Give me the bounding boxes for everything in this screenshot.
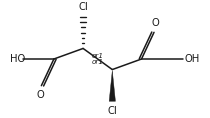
Text: or1: or1 [91,53,104,59]
Polygon shape [109,71,116,101]
Text: or1: or1 [92,59,104,65]
Text: O: O [37,90,44,100]
Text: Cl: Cl [78,2,88,12]
Text: O: O [151,18,159,28]
Text: Cl: Cl [108,106,117,116]
Text: OH: OH [184,54,199,64]
Text: HO: HO [10,54,25,64]
